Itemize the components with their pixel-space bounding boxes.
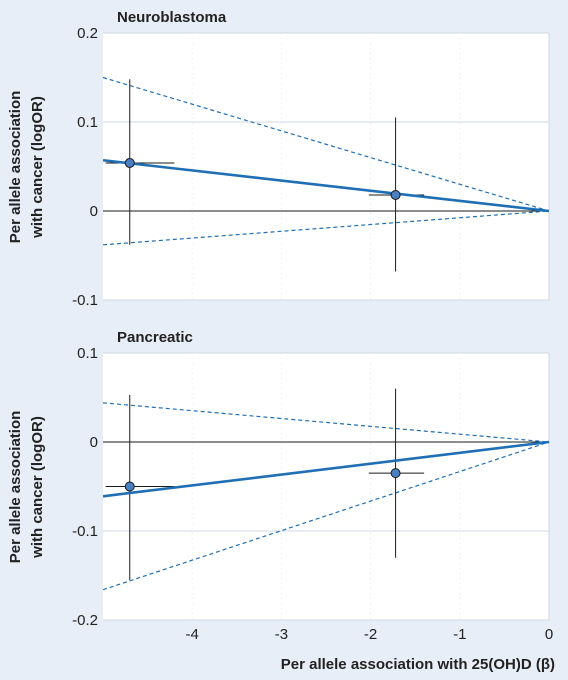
y-axis-label-line-2: with cancer (logOR) [29,416,46,559]
ci-upper-line [102,76,550,212]
data-point [390,189,401,200]
y-axis-label-line-1: Per allele association [7,411,24,564]
y-tick-label: 0 [90,434,98,451]
x-tick-label: -3 [275,626,288,643]
fit-line [102,440,550,498]
x-axis-label: Per allele association with 25(OH)D (β) [281,656,555,673]
data-point [124,481,135,492]
panel-title: Neuroblastoma [117,9,227,26]
y-tick-label: 0.1 [77,114,98,131]
y-tick-label: -0.1 [72,292,98,309]
x-tick-label: -1 [453,626,466,643]
x-tick-label: -4 [186,626,199,643]
ci-lower-line [102,210,550,246]
ci-lower-line [102,441,550,591]
y-tick-label: -0.1 [72,523,98,540]
data-point [124,157,135,168]
x-tick-label: -2 [364,626,377,643]
y-axis-label-line-2: with cancer (logOR) [29,96,46,239]
panel-title: Pancreatic [117,329,193,346]
y-tick-label: 0.1 [77,345,98,362]
y-tick-label: -0.2 [72,612,98,629]
x-tick-label: 0 [545,626,553,643]
y-tick-label: 0.2 [77,25,98,42]
y-tick-label: 0 [90,203,98,220]
neuroblastoma-panel: -0.1 0 0.1 0.2 Neuroblastoma Per allele assoc… [7,9,550,309]
fit-line [102,158,550,213]
ci-upper-line [102,402,550,443]
plot-area [103,33,549,300]
pancreatic-panel: -0.2 -0.1 0 0.1 Pancreatic Per allele associa… [7,329,555,673]
data-point [390,468,401,479]
y-axis-label-line-1: Per allele association [7,91,24,244]
